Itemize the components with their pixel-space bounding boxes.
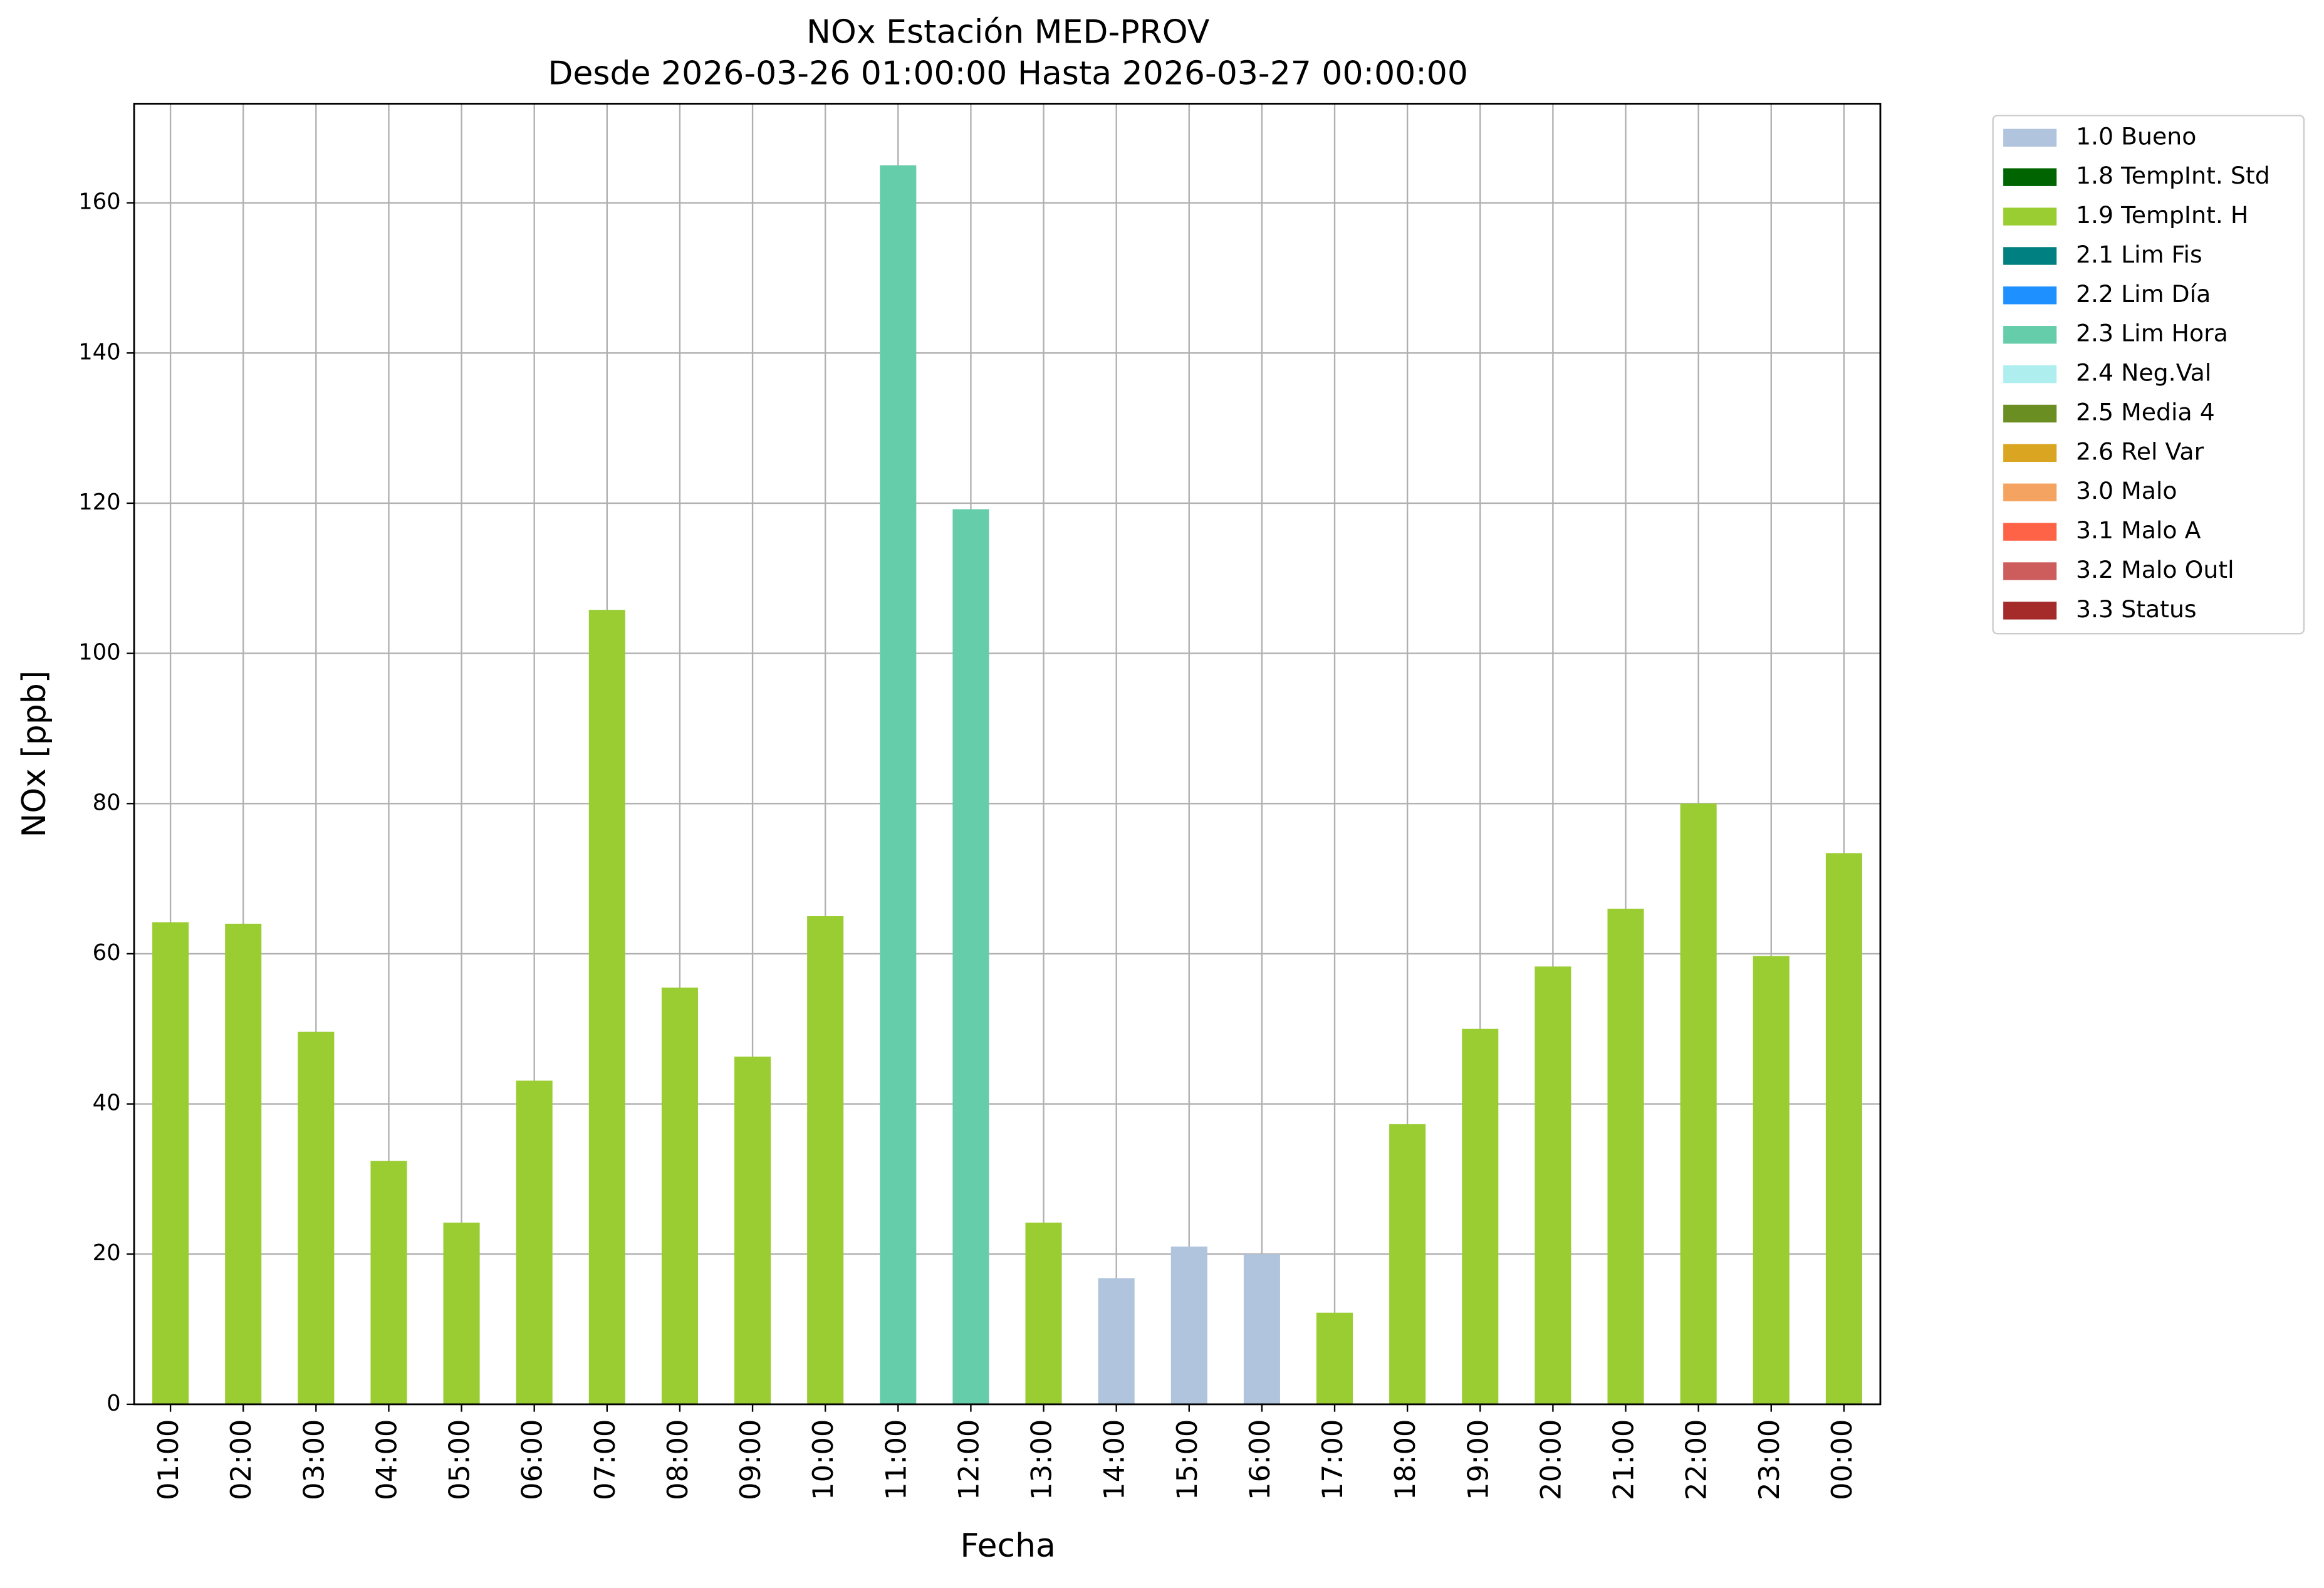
legend-swatch — [2003, 128, 2057, 147]
bar-segment — [1098, 1278, 1135, 1404]
legend-swatch — [2003, 168, 2057, 186]
legend-label: 1.9 TempInt. H — [2076, 201, 2248, 229]
y-tick-label: 20 — [93, 1240, 121, 1266]
bar-segment — [1389, 1124, 1426, 1404]
legend-swatch — [2003, 483, 2057, 501]
legend-label: 1.0 Bueno — [2076, 122, 2196, 150]
y-tick-label: 160 — [78, 189, 121, 215]
x-tick-label: 10:00 — [806, 1419, 840, 1500]
legend-box — [1992, 115, 2305, 635]
x-tick-label: 18:00 — [1389, 1419, 1422, 1500]
y-tick-label: 140 — [78, 339, 121, 365]
x-tick-label: 13:00 — [1025, 1419, 1058, 1500]
y-tick-label: 40 — [93, 1090, 121, 1116]
legend-swatch — [2003, 207, 2057, 226]
x-tick-label: 08:00 — [661, 1419, 694, 1500]
bar-segment — [1170, 1246, 1207, 1404]
y-tick-label: 120 — [78, 489, 121, 515]
legend-label: 2.3 Lim Hora — [2076, 320, 2228, 347]
y-axis-label: NOx [ppb] — [16, 671, 53, 838]
x-tick-label: 11:00 — [879, 1419, 912, 1500]
plot-frame — [133, 103, 1882, 1406]
bar-segment — [588, 610, 625, 1404]
x-tick-label: 07:00 — [588, 1419, 622, 1500]
legend-swatch — [2003, 444, 2057, 462]
x-tick-label: 15:00 — [1170, 1419, 1204, 1500]
x-tick-label: 21:00 — [1607, 1419, 1640, 1500]
bar-segment — [370, 1161, 407, 1404]
chart-subtitle: Desde 2026-03-26 01:00:00 Hasta 2026-03-… — [548, 55, 1468, 93]
bar-segment — [661, 987, 698, 1404]
x-tick-label: 16:00 — [1243, 1419, 1276, 1500]
bar-segment — [1025, 1222, 1062, 1404]
y-tick-label: 80 — [93, 790, 121, 815]
x-tick-label: 14:00 — [1098, 1419, 1131, 1500]
legend-swatch — [2003, 326, 2057, 344]
x-tick-label: 03:00 — [297, 1419, 330, 1500]
x-tick-label: 19:00 — [1461, 1419, 1494, 1500]
bar-segment — [1753, 956, 1790, 1404]
y-tick-label: 100 — [78, 640, 121, 666]
x-tick-label: 20:00 — [1534, 1419, 1567, 1500]
x-axis-label: Fecha — [960, 1527, 1055, 1565]
x-tick-label: 05:00 — [443, 1419, 476, 1500]
legend-swatch — [2003, 286, 2057, 305]
legend-swatch — [2003, 365, 2057, 384]
legend-label: 3.3 Status — [2076, 595, 2197, 623]
legend-label: 1.8 TempInt. Std — [2076, 162, 2270, 189]
legend-swatch — [2003, 404, 2057, 423]
bar-segment — [1243, 1254, 1280, 1404]
x-tick-label: 09:00 — [734, 1419, 767, 1500]
legend-label: 2.1 Lim Fis — [2076, 241, 2202, 268]
x-tick-label: 17:00 — [1316, 1419, 1349, 1500]
bar-segment — [152, 922, 189, 1404]
bar-segment — [1316, 1312, 1353, 1404]
bar-segment — [1462, 1028, 1499, 1404]
chart-title: NOx Estación MED-PROV — [806, 13, 1210, 51]
x-tick-label: 22:00 — [1680, 1419, 1713, 1500]
bar-segment — [225, 923, 262, 1404]
legend-swatch — [2003, 247, 2057, 265]
legend-swatch — [2003, 523, 2057, 541]
y-tick-label: 0 — [107, 1391, 121, 1416]
x-tick-label: 06:00 — [516, 1419, 549, 1500]
legend-swatch — [2003, 602, 2057, 620]
legend-label: 3.0 Malo — [2076, 477, 2177, 504]
bar-segment — [734, 1057, 771, 1404]
bar-segment — [1607, 909, 1644, 1404]
x-tick-label: 00:00 — [1825, 1419, 1858, 1500]
bar-segment — [516, 1080, 553, 1404]
x-tick-label: 04:00 — [370, 1419, 403, 1500]
legend-label: 2.6 Rel Var — [2076, 437, 2204, 465]
y-tick-label: 60 — [93, 940, 121, 966]
bar-segment — [298, 1032, 335, 1404]
x-tick-label: 23:00 — [1753, 1419, 1786, 1500]
bar-segment — [880, 165, 917, 1404]
bar-segment — [1825, 853, 1862, 1404]
x-tick-label: 01:00 — [152, 1419, 185, 1500]
x-tick-label: 02:00 — [224, 1419, 258, 1500]
legend-label: 2.4 Neg.Val — [2076, 359, 2211, 387]
bar-segment — [807, 916, 844, 1404]
bar-segment — [1535, 966, 1571, 1404]
legend-label: 2.5 Media 4 — [2076, 398, 2215, 426]
legend-label: 3.1 Malo A — [2076, 516, 2201, 544]
x-tick-label: 12:00 — [952, 1419, 985, 1500]
legend-swatch — [2003, 562, 2057, 580]
bar-segment — [952, 509, 989, 1404]
legend-label: 3.2 Malo Outl — [2076, 556, 2234, 583]
legend-label: 2.2 Lim Día — [2076, 280, 2211, 308]
bar-segment — [443, 1222, 480, 1404]
bar-segment — [1680, 803, 1717, 1404]
